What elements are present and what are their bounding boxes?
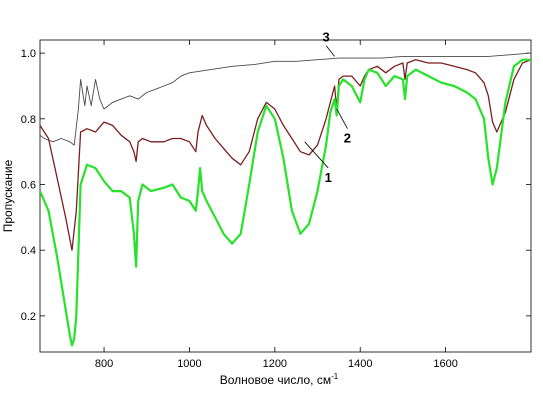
y-axis-title: Пропускание	[1, 159, 15, 232]
plot-frame	[39, 39, 532, 353]
annotation-label-2: 2	[344, 131, 351, 146]
annotation-leader-2	[336, 108, 348, 129]
x-axis-title-text: Волновое число, см	[220, 373, 331, 387]
y-tick-label: 0.8	[21, 114, 36, 126]
axis-ticks: 800 1000 1200 1400 1600 0.2 0.4 0.6 0.8 1.0	[21, 40, 531, 370]
y-tick-label: 0.2	[21, 311, 36, 323]
annotation-label-3: 3	[322, 30, 329, 45]
x-tick-label: 1200	[263, 358, 287, 370]
annotation-label-1: 1	[325, 170, 332, 185]
series-line-1	[40, 58, 531, 347]
annotation-leader-3	[325, 45, 335, 57]
x-axis-title: Волновое число, см-1	[220, 372, 339, 387]
x-tick-label: 1600	[433, 358, 457, 370]
x-tick-label: 1400	[348, 358, 372, 370]
y-tick-label: 0.4	[21, 245, 36, 257]
y-tick-label: 0.6	[21, 180, 36, 192]
series-line-3	[40, 52, 531, 146]
x-axis-title-superscript: -1	[331, 372, 339, 381]
series-line-2	[40, 59, 531, 251]
x-tick-label: 1000	[177, 358, 201, 370]
series-group	[40, 52, 531, 347]
x-tick-label: 800	[95, 358, 113, 370]
y-tick-label: 1.0	[21, 48, 36, 60]
curve-annotations: 3 2 1	[304, 30, 351, 185]
annotation-leader-1	[304, 141, 329, 169]
